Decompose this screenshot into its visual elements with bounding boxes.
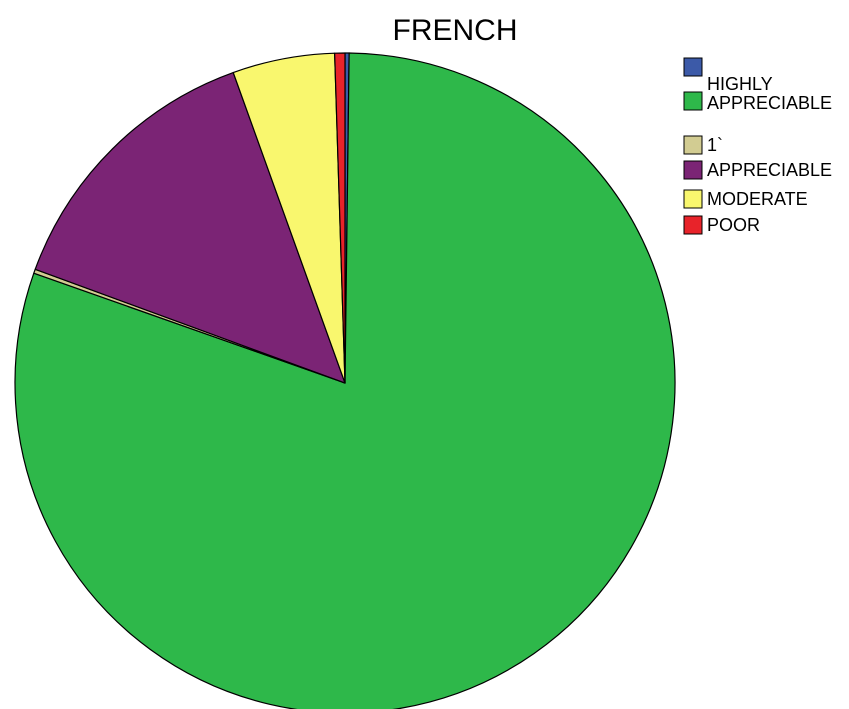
legend-swatch-0: [683, 57, 703, 77]
legend: HIGHLY APPRECIABLE 1` APPRECIABLE MODERATE PO…: [683, 57, 832, 235]
legend-swatch-2: [683, 135, 703, 155]
legend-label-2: 1`: [707, 135, 723, 155]
legend-swatch-5: [683, 215, 703, 235]
legend-label-1: HIGHLY APPRECIABLE: [707, 74, 832, 113]
legend-swatch-4: [683, 189, 703, 209]
legend-label-5: POOR: [707, 215, 760, 235]
legend-label-4: MODERATE: [707, 189, 808, 209]
pie-slice-3: [34, 71, 346, 384]
chart-title: FRENCH: [393, 14, 518, 47]
legend-swatch-3: [683, 160, 703, 180]
pie-slices: [14, 52, 676, 709]
pie-slice-5: [334, 52, 346, 384]
legend-swatch-1: [683, 91, 703, 111]
legend-label-3: APPRECIABLE: [707, 160, 832, 180]
